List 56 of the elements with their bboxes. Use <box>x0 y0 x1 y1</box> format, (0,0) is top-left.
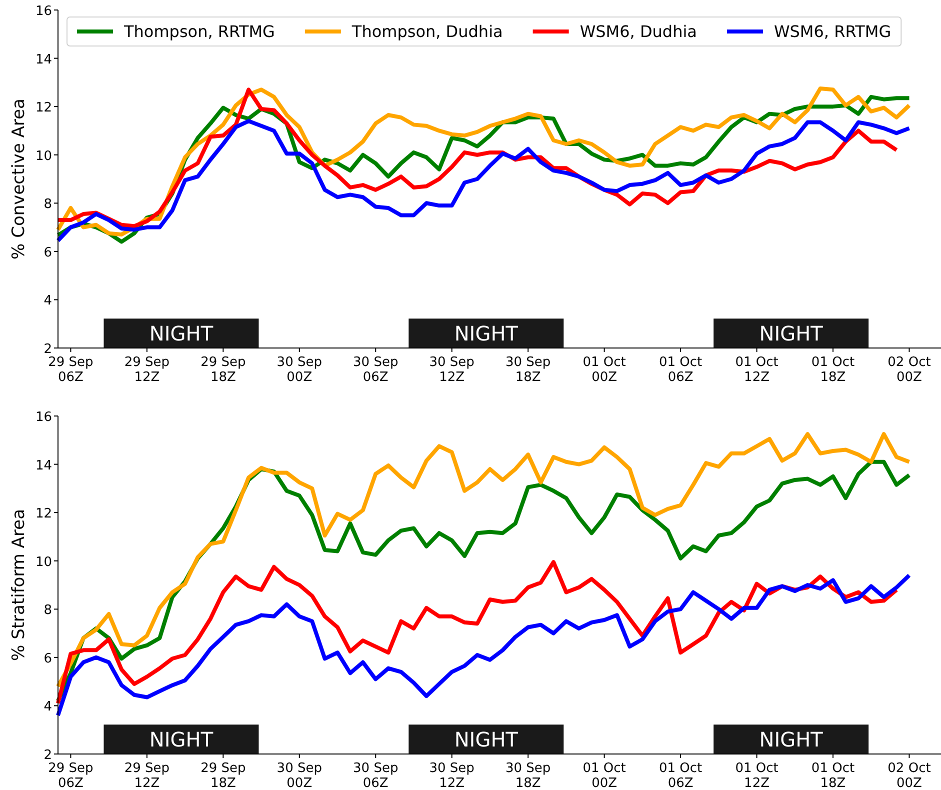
x-tick-label: 30 Sep 06Z <box>353 355 398 385</box>
x-tick-label: 01 Oct 00Z <box>582 761 626 790</box>
x-tick-label: 01 Oct 12Z <box>735 761 778 790</box>
y-tick-label: 2 <box>44 342 52 357</box>
x-tick-label: 02 Oct 00Z <box>888 761 931 790</box>
x-tick-label: 30 Sep 18Z <box>505 761 551 790</box>
x-tick-label: 30 Sep 06Z <box>353 761 398 790</box>
x-tick-label: 30 Sep 12Z <box>429 761 474 790</box>
line-series <box>56 573 912 718</box>
y-tick-label: 14 <box>35 458 52 474</box>
y-tick-label: 6 <box>44 245 52 260</box>
x-tick-label: 02 Oct 00Z <box>888 355 931 385</box>
line-series <box>56 560 899 706</box>
y-tick-label: 16 <box>35 4 52 19</box>
band-label: NIGHT <box>759 321 824 346</box>
x-tick-label: 30 Sep 00Z <box>276 355 322 385</box>
x-tick-label: 29 Sep 18Z <box>200 355 246 385</box>
x-tick-label: 01 Oct 18Z <box>811 761 855 790</box>
x-tick-label: 01 Oct 06Z <box>658 761 702 790</box>
x-tick-label: 01 Oct 00Z <box>582 355 626 385</box>
y-tick-label: 4 <box>44 294 52 309</box>
x-tick-label: 29 Sep 06Z <box>48 761 94 790</box>
x-tick-label: 30 Sep 00Z <box>276 761 322 790</box>
legend-label: Thompson, RRTMG <box>123 22 275 41</box>
band-label: NIGHT <box>454 727 519 752</box>
y-tick-label: 8 <box>44 603 52 618</box>
band-label: NIGHT <box>759 727 824 752</box>
band-label: NIGHT <box>149 321 214 346</box>
y-tick-label: 8 <box>44 197 52 212</box>
band-label: NIGHT <box>454 321 519 346</box>
legend-label: WSM6, RRTMG <box>774 22 892 41</box>
y-tick-label: 2 <box>44 748 52 763</box>
x-tick-label: 01 Oct 06Z <box>658 355 702 385</box>
x-tick-label: 29 Sep 06Z <box>48 355 94 385</box>
band-label: NIGHT <box>149 727 214 752</box>
x-tick-label: 29 Sep 18Z <box>200 761 246 790</box>
x-tick-label: 30 Sep 18Z <box>505 355 551 385</box>
y-tick-label: 6 <box>44 651 52 666</box>
legend-label: Thompson, Dudhia <box>350 22 503 41</box>
y-tick-label: 10 <box>35 554 52 570</box>
y-tick-label: 14 <box>35 52 52 68</box>
y-axis-title: % Stratiform Area <box>9 509 29 661</box>
legend-label: WSM6, Dudhia <box>580 22 697 41</box>
x-tick-label: 30 Sep 12Z <box>429 355 474 385</box>
y-tick-label: 4 <box>44 700 52 715</box>
x-tick-label: 29 Sep 12Z <box>124 761 170 790</box>
y-tick-label: 10 <box>35 148 52 164</box>
y-tick-label: 16 <box>35 410 52 425</box>
x-tick-label: 29 Sep 12Z <box>124 355 170 385</box>
y-tick-label: 12 <box>35 100 52 116</box>
x-tick-label: 01 Oct 18Z <box>811 355 855 385</box>
y-axis-title: % Convective Area <box>9 98 29 260</box>
x-tick-label: 01 Oct 12Z <box>735 355 778 385</box>
y-tick-label: 12 <box>35 506 52 522</box>
line-series <box>56 432 912 688</box>
line-series <box>56 119 912 243</box>
